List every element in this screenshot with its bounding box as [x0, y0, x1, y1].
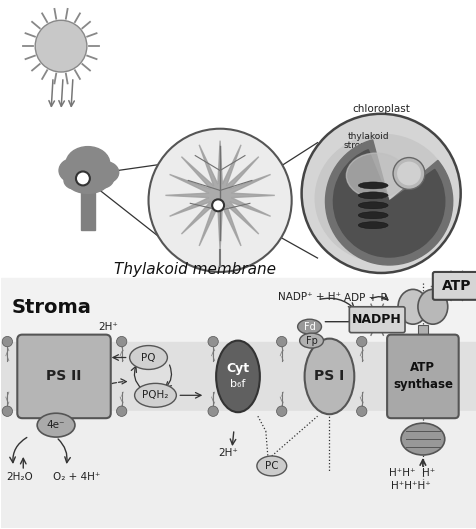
Text: ATP: ATP	[441, 279, 470, 293]
Circle shape	[208, 336, 218, 347]
Text: H⁺H⁺  H⁺: H⁺H⁺ H⁺	[388, 468, 435, 478]
Text: stroma: stroma	[343, 141, 374, 150]
Ellipse shape	[59, 159, 87, 183]
Ellipse shape	[357, 222, 387, 229]
Ellipse shape	[134, 384, 176, 407]
Text: Cyt: Cyt	[226, 362, 249, 375]
Wedge shape	[325, 140, 452, 265]
Ellipse shape	[90, 161, 119, 184]
Bar	[417, 325, 427, 340]
Text: 2H₂O: 2H₂O	[6, 472, 33, 482]
Wedge shape	[333, 150, 444, 257]
Ellipse shape	[257, 456, 286, 476]
Text: 2H⁺: 2H⁺	[218, 448, 238, 458]
Text: thylakoid: thylakoid	[347, 132, 388, 141]
Ellipse shape	[397, 289, 427, 324]
Circle shape	[208, 406, 218, 416]
Ellipse shape	[357, 182, 387, 189]
Text: chloroplast: chloroplast	[351, 104, 409, 114]
Circle shape	[2, 336, 12, 347]
FancyBboxPatch shape	[348, 307, 404, 333]
Ellipse shape	[357, 192, 387, 199]
Circle shape	[276, 406, 286, 416]
Bar	[1, 411, 475, 527]
Text: PQ: PQ	[141, 352, 156, 362]
Ellipse shape	[314, 134, 451, 263]
Ellipse shape	[88, 169, 113, 188]
Text: ADP + Pᵢ: ADP + Pᵢ	[344, 293, 388, 303]
FancyBboxPatch shape	[387, 335, 458, 418]
Text: Stroma: Stroma	[11, 298, 91, 317]
Circle shape	[356, 406, 366, 416]
Ellipse shape	[64, 171, 88, 189]
Text: Fp: Fp	[305, 335, 317, 345]
Polygon shape	[165, 141, 274, 250]
Text: Thylakoid membrane: Thylakoid membrane	[114, 262, 276, 277]
Text: NADPH: NADPH	[352, 313, 401, 326]
Circle shape	[116, 336, 127, 347]
Circle shape	[396, 161, 420, 186]
Circle shape	[2, 406, 12, 416]
Text: b₆f: b₆f	[230, 379, 245, 389]
Bar	[1, 342, 475, 411]
Ellipse shape	[417, 289, 447, 324]
Text: 4e⁻: 4e⁻	[47, 420, 65, 430]
Text: NADP⁺ + H⁺: NADP⁺ + H⁺	[277, 292, 340, 302]
Ellipse shape	[129, 345, 167, 369]
Text: H⁺H⁺H⁺: H⁺H⁺H⁺	[390, 481, 430, 491]
Circle shape	[116, 406, 127, 416]
Ellipse shape	[357, 202, 387, 209]
Circle shape	[392, 158, 424, 189]
Text: H⁺: H⁺	[435, 285, 449, 295]
Ellipse shape	[357, 212, 387, 219]
Circle shape	[356, 336, 366, 347]
Text: PC: PC	[265, 461, 278, 471]
Circle shape	[76, 171, 89, 186]
Circle shape	[212, 199, 224, 211]
Ellipse shape	[216, 341, 259, 412]
Circle shape	[148, 129, 291, 272]
Ellipse shape	[299, 333, 323, 348]
Ellipse shape	[68, 171, 108, 194]
Ellipse shape	[400, 423, 444, 455]
Text: PQH₂: PQH₂	[142, 390, 169, 400]
Text: ATP
synthase: ATP synthase	[392, 361, 452, 391]
Text: PS II: PS II	[46, 369, 81, 384]
FancyBboxPatch shape	[432, 272, 476, 300]
Circle shape	[301, 114, 460, 273]
Ellipse shape	[304, 339, 354, 414]
Text: O₂ + 4H⁺: O₂ + 4H⁺	[53, 472, 100, 482]
Circle shape	[35, 20, 87, 72]
FancyBboxPatch shape	[17, 335, 110, 418]
Text: 2H⁺: 2H⁺	[98, 322, 118, 332]
Ellipse shape	[37, 413, 75, 437]
Ellipse shape	[66, 147, 109, 180]
Bar	[1, 278, 475, 342]
Ellipse shape	[297, 319, 321, 334]
Ellipse shape	[346, 153, 405, 198]
Circle shape	[276, 336, 286, 347]
Bar	[81, 188, 95, 230]
Text: Fd: Fd	[303, 322, 315, 332]
Text: PS I: PS I	[314, 369, 344, 384]
